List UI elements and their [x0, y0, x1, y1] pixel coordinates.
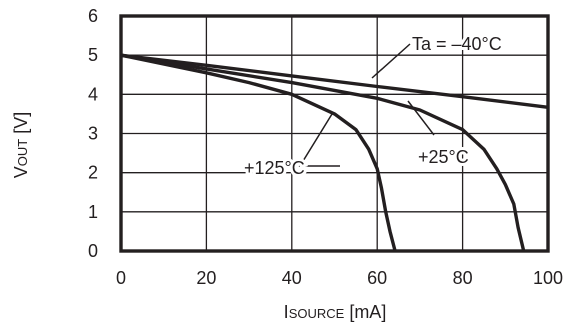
series-line-1 — [120, 53, 526, 252]
y-tick-label-6: 6 — [88, 6, 98, 26]
y-tick-label-3: 3 — [88, 124, 98, 144]
y-axis-label-sub: OUT — [15, 139, 30, 167]
annotation-leader-2 — [298, 113, 340, 167]
x-tick-label-5: 100 — [533, 268, 563, 288]
y-axis-label-unit: [V] — [11, 112, 31, 139]
grid — [121, 16, 548, 251]
y-axis-label-prefix: V — [11, 166, 31, 178]
x-tick-label-1: 20 — [196, 268, 216, 288]
annotation-leader-1 — [407, 100, 435, 136]
y-axis-label: VOUT [V] — [11, 112, 31, 178]
series-lines — [120, 53, 549, 252]
x-tick-label-2: 40 — [282, 268, 302, 288]
y-tick-label-2: 2 — [88, 163, 98, 183]
y-tick-label-5: 5 — [88, 45, 98, 65]
x-axis-label-sub: SOURCE — [289, 306, 345, 321]
x-axis-label-unit: [mA] — [344, 302, 386, 322]
y-tick-label-4: 4 — [88, 84, 98, 104]
x-axis-label-prefix: I — [284, 302, 289, 322]
plot-frame — [119, 14, 550, 253]
annotation-leader-0 — [371, 43, 411, 79]
series-line-2 — [120, 53, 397, 252]
plot-border — [119, 14, 550, 253]
annotation-label-2: +125°C — [244, 158, 305, 178]
annotation-label-0: Ta = –40°C — [412, 34, 502, 54]
y-tick-label-0: 0 — [88, 241, 98, 261]
annotations: Ta = –40°C +25°C +125°C — [241, 31, 505, 181]
tick-labels: 0 20 40 60 80 100 0 1 2 3 4 5 6 — [88, 6, 563, 288]
series-line-0 — [120, 53, 549, 109]
x-tick-label-0: 0 — [116, 268, 126, 288]
x-axis-label: ISOURCE [mA] — [284, 302, 387, 322]
x-tick-label-3: 60 — [367, 268, 387, 288]
x-tick-label-4: 80 — [453, 268, 473, 288]
annotation-label-1: +25°C — [418, 147, 469, 167]
y-tick-label-1: 1 — [88, 202, 98, 222]
